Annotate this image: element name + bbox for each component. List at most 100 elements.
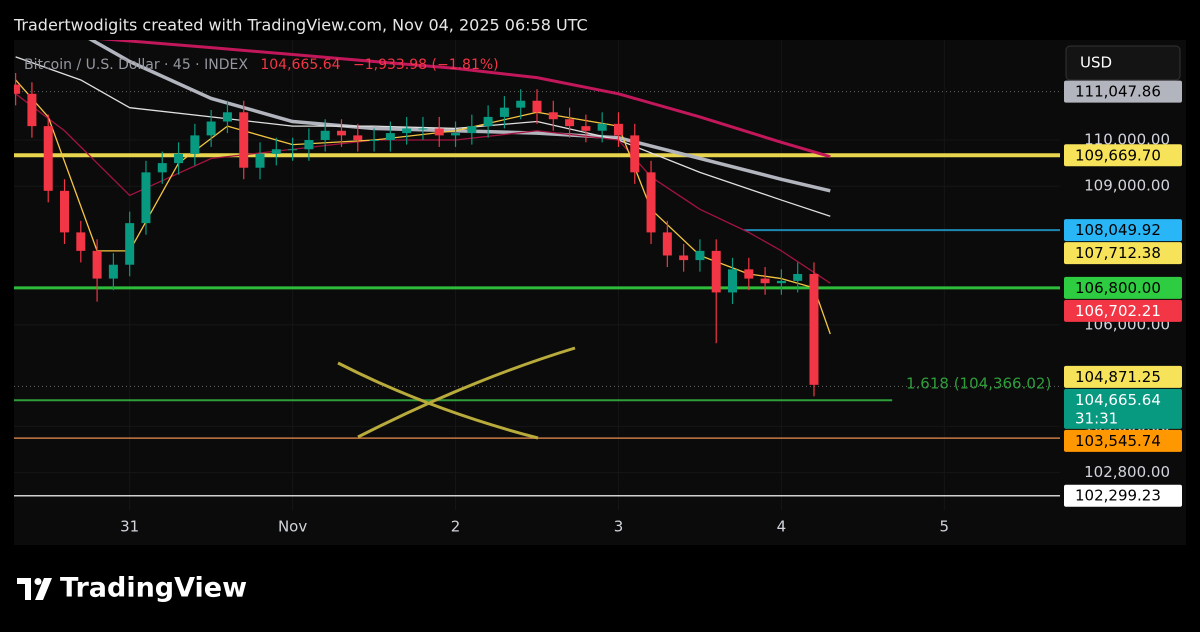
candle-body [662, 232, 672, 256]
candle-body [483, 116, 493, 127]
level-label-box [1064, 299, 1182, 322]
x-tick-label: 5 [940, 518, 950, 536]
level-label: 107,712.38 [1075, 244, 1161, 262]
candle-body [434, 128, 444, 136]
level-label: 111,047.86 [1075, 83, 1161, 101]
candle-body [695, 250, 705, 261]
cross-stroke [337, 361, 539, 440]
brand: TradingView [60, 573, 247, 604]
candle-body [385, 133, 395, 141]
candle-body [14, 84, 21, 94]
candle-body [418, 128, 428, 130]
fib-label: 1.618 (104,366.02) [906, 375, 1051, 393]
level-labels: 111,047.86 109,669.70 108,049.92 107,712.38… [1064, 80, 1182, 507]
y-tick-label: 110,000.00 [1084, 131, 1170, 149]
candle-body [336, 130, 346, 136]
x-tick-label: 4 [777, 518, 787, 536]
level-label: 108,049.92 [1075, 221, 1161, 239]
level-label-box [1064, 80, 1182, 103]
candle-body [174, 153, 184, 164]
candle-body [92, 250, 102, 279]
x-tick-label: 2 [451, 518, 461, 536]
moving-average [15, 56, 831, 217]
currency[interactable]: USD [1080, 54, 1112, 72]
candle-body [125, 223, 135, 265]
candle-body [304, 140, 314, 150]
logo-part [35, 578, 52, 600]
candle-body [255, 153, 265, 168]
moving-average [98, 40, 831, 159]
level-label: 104,665.64 [1075, 391, 1161, 409]
candle-body [597, 123, 607, 131]
y-tick-label: 109,000.00 [1084, 177, 1170, 195]
level-label-box [1064, 429, 1182, 452]
level-label-box [1064, 276, 1182, 299]
x-tick-label: Nov [278, 518, 307, 536]
level-label: 102,299.23 [1075, 487, 1161, 505]
x-tick-label: 3 [614, 518, 624, 536]
candle-body [157, 163, 167, 173]
drawing-cross [337, 346, 576, 440]
candle-body [288, 149, 298, 151]
candle-body [760, 278, 770, 284]
level-label-box [1064, 219, 1182, 242]
candle-body [630, 135, 640, 173]
candle-body [206, 121, 216, 136]
candle-body [581, 126, 591, 131]
candle-body [613, 123, 623, 136]
legend: Bitcoin / U.S. Dollar · 45 · INDEX 104,6… [24, 57, 499, 73]
last-price: 104,665.64 [260, 57, 340, 73]
logo-part [34, 578, 42, 585]
level-label: 103,545.74 [1075, 432, 1161, 450]
candle-body [646, 172, 656, 233]
level-label-box [1064, 388, 1182, 429]
candle-body [776, 280, 786, 284]
candle-body [744, 269, 754, 279]
candle-body [809, 273, 819, 385]
level-label-box [1064, 144, 1182, 167]
brand-logo [17, 578, 52, 600]
level-label-box [1064, 484, 1182, 507]
candle-body [402, 128, 412, 134]
candle-body [27, 93, 37, 127]
candle-body [108, 264, 118, 279]
level-label: 109,669.70 [1075, 146, 1161, 164]
level-label: 104,871.25 [1075, 368, 1161, 386]
currency-box[interactable] [1065, 45, 1181, 81]
candle-body [60, 190, 70, 233]
x-tick-label: 31 [120, 518, 139, 536]
candle-body [499, 107, 509, 117]
cross-stroke [357, 346, 576, 439]
candles [14, 73, 819, 397]
candle-body [467, 126, 477, 134]
chart-panel [14, 40, 1186, 545]
candle-body [43, 126, 53, 191]
level-label: 106,800.00 [1075, 279, 1161, 297]
chart-title: Tradertwodigits created with TradingView… [13, 16, 588, 35]
candle-body [369, 140, 379, 142]
candle-body [222, 112, 232, 122]
candle-body [728, 269, 738, 293]
candle-body [271, 149, 281, 154]
countdown: 31:31 [1075, 409, 1118, 427]
candle-body [711, 250, 721, 293]
candle-body [320, 130, 330, 141]
y-tick-label: 102,800.00 [1084, 463, 1170, 481]
candle-body [548, 112, 558, 120]
candle-body [793, 273, 803, 281]
candle-body [532, 100, 542, 113]
change: −1,933.98 (−1.81%) [353, 57, 499, 73]
candle-body [141, 172, 151, 224]
candle-body [565, 119, 575, 127]
logo-part [17, 578, 31, 600]
symbol: Bitcoin / U.S. Dollar · 45 · INDEX [24, 57, 248, 73]
candle-body [679, 255, 689, 261]
level-label: 106,702.21 [1075, 302, 1161, 320]
candle-body [451, 133, 461, 136]
grid [14, 40, 1060, 510]
candle-body [239, 112, 249, 168]
candle-body [190, 135, 200, 154]
candle-body [353, 135, 363, 141]
candle-body [516, 100, 526, 108]
